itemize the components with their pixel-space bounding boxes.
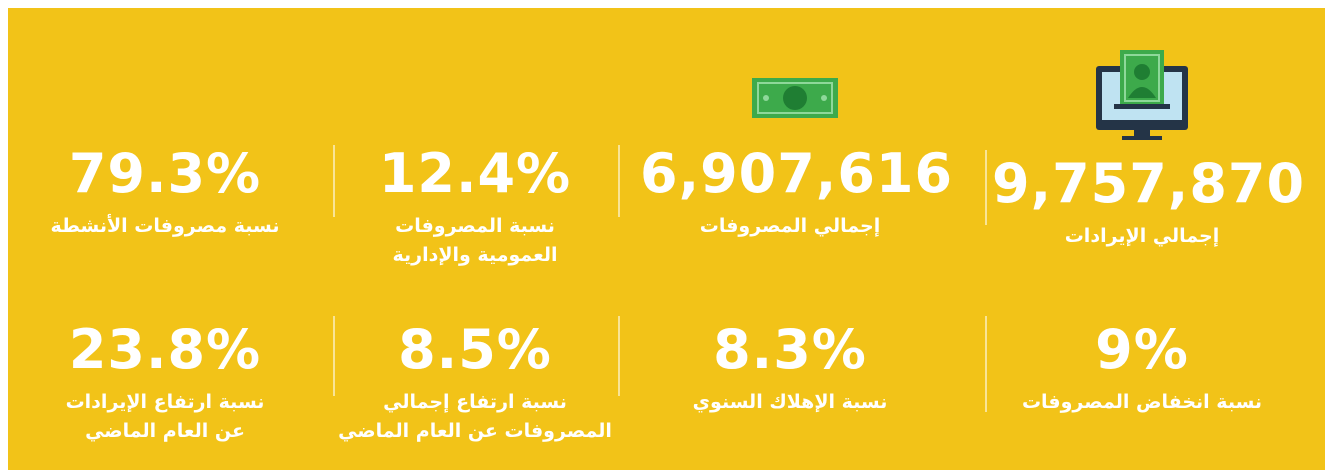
label-line: نسبة المصروفات: [395, 215, 555, 237]
stat: 8.3% نسبة الإهلاك السنوي: [640, 318, 940, 417]
monitor-icon: [1096, 50, 1188, 140]
stat-label: إجمالي المصروفات: [640, 212, 940, 241]
stat-value: 8.3%: [713, 318, 867, 381]
stat-value: 23.8%: [68, 318, 262, 381]
stat-label: نسبة الإهلاك السنوي: [640, 388, 940, 417]
divider: [333, 316, 335, 396]
stat-value: 8.5%: [398, 318, 552, 381]
stat-value: 79.3%: [68, 142, 262, 205]
label-line: نسبة مصروفات الأنشطة: [50, 215, 280, 237]
label-line: إجمالي الإيرادات: [1064, 225, 1220, 247]
stat: 8.5% نسبة ارتفاع إجمالي المصروفات عن العام…: [325, 318, 625, 446]
stat-label: نسبة مصروفات الأنشطة: [15, 212, 315, 241]
money-icon: [752, 78, 838, 118]
stat: 12.4% نسبة المصروفات العمومية والإدارية: [325, 142, 625, 270]
stat-value: 12.4%: [378, 142, 572, 205]
label-line: العمومية والإدارية: [392, 244, 558, 266]
stat: 23.8% نسبة ارتفاع الإيرادات عن العام الماض…: [15, 318, 315, 446]
stat-value: 6,907,616: [640, 142, 954, 205]
stat-label: نسبة ارتفاع الإيرادات عن العام الماضي: [15, 388, 315, 446]
label-line: نسبة ارتفاع إجمالي: [383, 391, 567, 413]
stat-label: نسبة المصروفات العمومية والإدارية: [325, 212, 625, 270]
stat-value: 9%: [1095, 318, 1189, 381]
stat: 9,757,870 إجمالي الإيرادات: [992, 152, 1306, 251]
divider: [985, 316, 987, 412]
divider: [618, 316, 620, 396]
divider: [618, 145, 620, 217]
stat-label: نسبة انخفاض المصروفات: [992, 388, 1292, 417]
stat-label: نسبة ارتفاع إجمالي المصروفات عن العام الم…: [325, 388, 625, 446]
label-line: عن العام الماضي: [85, 420, 245, 442]
stat: 9% نسبة انخفاض المصروفات: [992, 318, 1292, 417]
divider: [985, 150, 987, 225]
label-line: المصروفات عن العام الماضي: [338, 420, 612, 442]
label-line: إجمالي المصروفات: [699, 215, 881, 237]
stat-label: إجمالي الإيرادات: [992, 222, 1292, 251]
label-line: نسبة ارتفاع الإيرادات: [65, 391, 265, 413]
stat: 6,907,616 إجمالي المصروفات: [640, 142, 954, 241]
stat: 79.3% نسبة مصروفات الأنشطة: [15, 142, 315, 241]
label-line: نسبة انخفاض المصروفات: [1021, 391, 1263, 413]
divider: [333, 145, 335, 217]
label-line: نسبة الإهلاك السنوي: [692, 391, 888, 413]
stat-value: 9,757,870: [992, 152, 1306, 215]
